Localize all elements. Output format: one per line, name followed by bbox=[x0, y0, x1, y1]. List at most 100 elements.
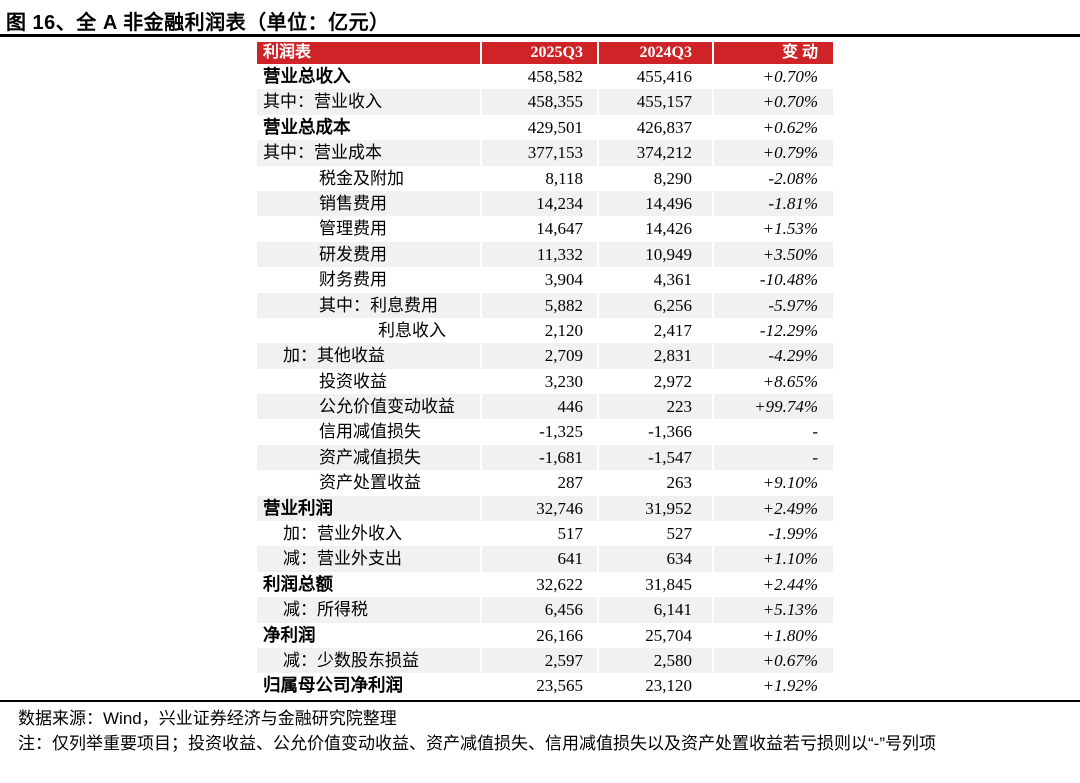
value-change: -4.29% bbox=[712, 343, 833, 369]
table-row: 利息收入 2,120 2,417 -12.29% bbox=[257, 317, 833, 344]
table-row: 减：所得税 6,456 6,141 +5.13% bbox=[257, 597, 833, 623]
income-statement-table: 利润表 2025Q3 2024Q3 变 动 营业总收入 458,582 455,41… bbox=[257, 42, 833, 699]
table-row: 营业总成本 429,501 426,837 +0.62% bbox=[257, 114, 833, 141]
value-2024q3: 374,212 bbox=[597, 140, 712, 166]
value-2025q3: 458,582 bbox=[480, 64, 597, 90]
value-2024q3: 6,256 bbox=[597, 292, 712, 318]
row-label: 减：少数股东损益 bbox=[283, 650, 419, 670]
value-change: +2.49% bbox=[712, 495, 833, 522]
value-change: +0.70% bbox=[712, 64, 833, 90]
value-change: +0.70% bbox=[712, 89, 833, 115]
value-2025q3: 23,565 bbox=[480, 673, 597, 699]
row-label: 资产处置收益 bbox=[319, 473, 421, 493]
table-row: 其中：营业成本 377,153 374,212 +0.79% bbox=[257, 140, 833, 166]
table-row: 管理费用 14,647 14,426 +1.53% bbox=[257, 216, 833, 242]
header-2025q3: 2025Q3 bbox=[480, 42, 597, 64]
value-change: +0.67% bbox=[712, 647, 833, 674]
table-row: 财务费用 3,904 4,361 -10.48% bbox=[257, 267, 833, 293]
row-label: 销售费用 bbox=[319, 193, 387, 213]
row-label: 利息收入 bbox=[378, 320, 446, 340]
row-label: 减：营业外支出 bbox=[283, 549, 402, 569]
row-label: 加：营业外收入 bbox=[283, 524, 402, 544]
row-label: 财务费用 bbox=[319, 270, 387, 290]
value-2025q3: 429,501 bbox=[480, 114, 597, 141]
value-2025q3: 2,120 bbox=[480, 317, 597, 344]
row-label: 管理费用 bbox=[319, 219, 387, 239]
figure-title: 图 16、全 A 非金融利润表（单位：亿元） bbox=[6, 12, 390, 34]
row-label: 研发费用 bbox=[319, 244, 387, 264]
title-divider-rule bbox=[0, 34, 1080, 37]
value-2024q3: 10,949 bbox=[597, 241, 712, 268]
header-change: 变 动 bbox=[712, 42, 833, 64]
value-2024q3: 14,426 bbox=[597, 216, 712, 242]
value-2025q3: 14,647 bbox=[480, 216, 597, 242]
value-2025q3: 641 bbox=[480, 546, 597, 572]
value-change: -2.08% bbox=[712, 165, 833, 191]
value-change: +8.65% bbox=[712, 368, 833, 395]
value-2025q3: 446 bbox=[480, 394, 597, 420]
value-change: - bbox=[712, 419, 833, 445]
row-label: 营业总收入 bbox=[263, 66, 351, 86]
table-row: 税金及附加 8,118 8,290 -2.08% bbox=[257, 165, 833, 191]
value-2024q3: 2,417 bbox=[597, 317, 712, 344]
row-label: 其中：营业收入 bbox=[263, 92, 382, 112]
value-2025q3: 8,118 bbox=[480, 165, 597, 191]
value-change: +1.53% bbox=[712, 216, 833, 242]
row-label: 税金及附加 bbox=[319, 168, 404, 188]
value-2025q3: 517 bbox=[480, 521, 597, 547]
value-change: -12.29% bbox=[712, 317, 833, 344]
table-row: 营业总收入 458,582 455,416 +0.70% bbox=[257, 64, 833, 90]
row-label: 其中：利息费用 bbox=[319, 295, 438, 315]
value-2024q3: 6,141 bbox=[597, 597, 712, 623]
value-2024q3: 8,290 bbox=[597, 165, 712, 191]
value-2025q3: 26,166 bbox=[480, 622, 597, 648]
row-label: 投资收益 bbox=[319, 371, 387, 391]
value-2024q3: 263 bbox=[597, 470, 712, 496]
table-row: 资产减值损失 -1,681 -1,547- bbox=[257, 444, 833, 471]
value-change: +5.13% bbox=[712, 597, 833, 623]
value-2025q3: 5,882 bbox=[480, 292, 597, 318]
value-2025q3: 3,230 bbox=[480, 368, 597, 395]
value-change: -1.81% bbox=[712, 190, 833, 217]
value-2024q3: 25,704 bbox=[597, 622, 712, 648]
table-row: 减：少数股东损益 2,597 2,580 +0.67% bbox=[257, 647, 833, 674]
value-2025q3: 2,709 bbox=[480, 343, 597, 369]
value-2025q3: 458,355 bbox=[480, 89, 597, 115]
table-row: 资产处置收益 287 263 +9.10% bbox=[257, 470, 833, 496]
value-2025q3: -1,681 bbox=[480, 444, 597, 471]
table-row: 归属母公司净利润 23,565 23,120 +1.92% bbox=[257, 673, 833, 699]
value-2024q3: 2,972 bbox=[597, 368, 712, 395]
value-2024q3: 31,952 bbox=[597, 495, 712, 522]
row-label: 资产减值损失 bbox=[319, 447, 421, 467]
footer-divider-rule bbox=[0, 700, 1080, 702]
row-label: 营业总成本 bbox=[263, 116, 351, 137]
value-2024q3: 223 bbox=[597, 394, 712, 420]
table-row: 公允价值变动收益 446 223 +99.74% bbox=[257, 394, 833, 420]
note-text: 注：仅列举重要项目；投资收益、公允价值变动收益、资产减值损失、信用减值损失以及资… bbox=[18, 734, 936, 753]
table-row: 其中：利息费用 5,882 6,256 -5.97% bbox=[257, 292, 833, 318]
value-change: +99.74% bbox=[712, 394, 833, 420]
value-2024q3: 634 bbox=[597, 546, 712, 572]
table-row: 加：其他收益 2,709 2,831 -4.29% bbox=[257, 343, 833, 369]
value-2024q3: 14,496 bbox=[597, 190, 712, 217]
value-2025q3: 32,622 bbox=[480, 571, 597, 598]
table-row: 加：营业外收入 517 527 -1.99% bbox=[257, 521, 833, 547]
table-row: 其中：营业收入 458,355 455,157 +0.70% bbox=[257, 89, 833, 115]
table-row: 净利润 26,166 25,704 +1.80% bbox=[257, 622, 833, 648]
value-2024q3: 527 bbox=[597, 521, 712, 547]
value-2025q3: 287 bbox=[480, 470, 597, 496]
table-row: 研发费用 11,332 10,949 +3.50% bbox=[257, 241, 833, 268]
figure-footer: 数据来源：Wind，兴业证券经济与金融研究院整理 注：仅列举重要项目；投资收益、… bbox=[18, 706, 1066, 756]
row-label: 利润总额 bbox=[263, 573, 333, 594]
value-change: -10.48% bbox=[712, 267, 833, 293]
value-2024q3: 23,120 bbox=[597, 673, 712, 699]
value-change: +0.79% bbox=[712, 140, 833, 166]
table-row: 投资收益 3,230 2,972 +8.65% bbox=[257, 368, 833, 395]
value-2024q3: 455,416 bbox=[597, 64, 712, 90]
value-2025q3: 3,904 bbox=[480, 267, 597, 293]
value-2025q3: 14,234 bbox=[480, 190, 597, 217]
value-2024q3: -1,366 bbox=[597, 419, 712, 445]
row-label: 归属母公司净利润 bbox=[263, 675, 403, 696]
value-change: +1.92% bbox=[712, 673, 833, 699]
table-row: 营业利润 32,746 31,952 +2.49% bbox=[257, 495, 833, 522]
